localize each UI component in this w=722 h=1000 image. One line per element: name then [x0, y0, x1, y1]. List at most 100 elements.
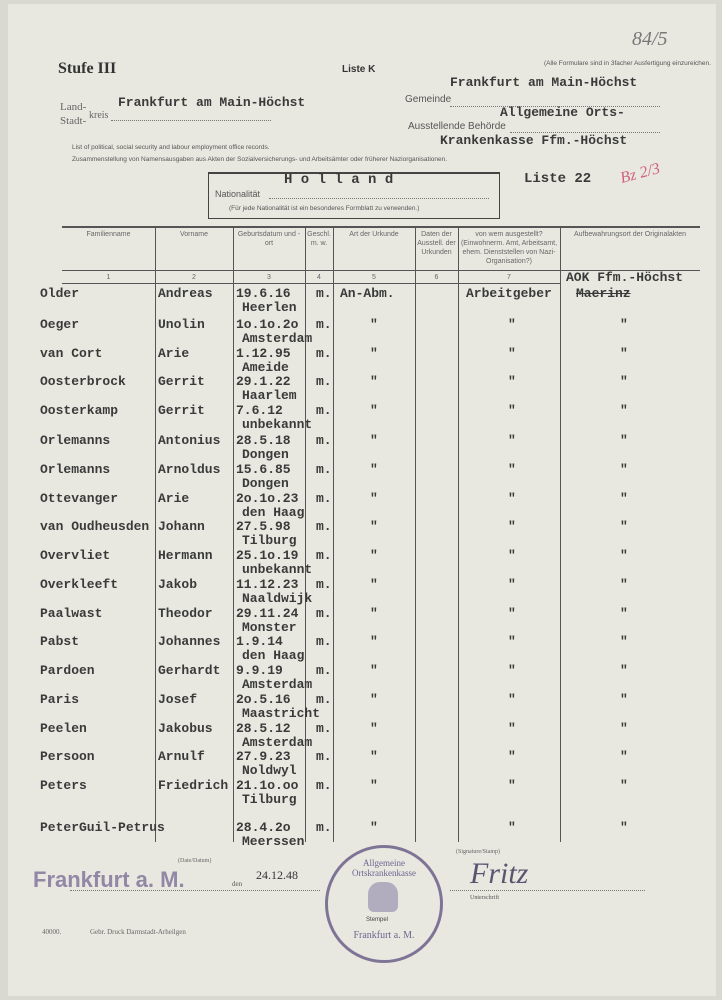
- storage-location: ": [620, 491, 628, 506]
- nationality-label: Nationalität: [215, 189, 261, 199]
- sex: m.: [316, 634, 332, 649]
- document-type: An-Abm.: [340, 286, 395, 301]
- family-name: Ottevanger: [40, 491, 119, 506]
- issuer: ": [508, 749, 516, 764]
- storage-location: ": [620, 606, 628, 621]
- document-type: ": [370, 548, 378, 563]
- signature: Fritz: [470, 857, 529, 890]
- date-value: 24.12.48: [256, 868, 298, 882]
- issuer: ": [508, 433, 516, 448]
- header-divider: [62, 270, 700, 271]
- column-number: 3: [267, 274, 271, 281]
- column-number: 1: [106, 274, 111, 281]
- sex: m.: [316, 721, 332, 736]
- liste-number: Liste 22: [524, 171, 592, 187]
- sex: m.: [316, 403, 332, 418]
- document-type: ": [370, 692, 378, 707]
- den-label: den: [232, 880, 243, 888]
- given-name: Gerrit: [158, 374, 205, 389]
- stamp-label: Stempel: [366, 917, 389, 923]
- birth-date: 21.1o.oo: [236, 778, 299, 793]
- storage-location: ": [620, 346, 628, 361]
- column-divider: [155, 226, 156, 842]
- birth-place: Monster: [242, 620, 297, 635]
- storage-location: ": [620, 820, 628, 835]
- issuer: ": [508, 317, 516, 332]
- storage-location: Maerinz: [576, 286, 631, 301]
- eagle-emblem: [368, 882, 398, 912]
- sex: m.: [316, 491, 332, 506]
- family-name: Paalwast: [40, 606, 103, 621]
- sex: m.: [316, 462, 332, 477]
- birth-date: 29.11.24: [236, 606, 299, 621]
- storage-location-header: AOK Ffm.-Höchst: [566, 270, 684, 285]
- issuer: ": [508, 548, 516, 563]
- birth-place: Dongen: [242, 476, 289, 491]
- family-name: Oosterbrock: [40, 374, 126, 389]
- stufe-label: Stufe III: [58, 60, 117, 77]
- document-type: ": [370, 519, 378, 534]
- kreis-label: kreis: [89, 110, 109, 121]
- archive-number: 84/5: [632, 28, 668, 50]
- family-name: Older: [40, 286, 80, 301]
- family-name: Paris: [40, 692, 80, 707]
- birth-place: Ameide: [242, 360, 289, 375]
- given-name: Theodor: [158, 606, 213, 621]
- sex: m.: [316, 346, 332, 361]
- german-title: Zusammenstellung von Namensausgaben aus …: [72, 156, 448, 163]
- sex: m.: [316, 749, 332, 764]
- document-type: ": [370, 317, 378, 332]
- birth-date: 7.6.12: [236, 403, 283, 418]
- birth-date: 28.4.2o: [236, 820, 291, 835]
- signature-label: (Signature/Stamp): [456, 849, 500, 855]
- place-stamp: Frankfurt a. M.: [33, 867, 185, 892]
- storage-location: ": [620, 548, 628, 563]
- birth-date: 15.6.85: [236, 462, 291, 477]
- birth-place: Heerlen: [242, 300, 297, 315]
- birth-date: 27.5.98: [236, 519, 291, 534]
- english-title: List of political, social security and l…: [72, 144, 270, 151]
- behoerde-value-1: Allgemeine Orts-: [500, 105, 625, 120]
- stamp-text-bottom: Frankfurt a. M.: [353, 930, 415, 941]
- document-type: ": [370, 403, 378, 418]
- birth-place: den Haag: [242, 505, 305, 520]
- family-name: Overvliet: [40, 548, 111, 563]
- birth-date: 11.12.23: [236, 577, 299, 592]
- given-name: Josef: [158, 692, 198, 707]
- given-name: Antonius: [158, 433, 221, 448]
- birth-date: 9.9.19: [236, 663, 283, 678]
- behoerde-value-2: Krankenkasse Ffm.-Höchst: [440, 133, 628, 148]
- issuer: ": [508, 820, 516, 835]
- issuer: ": [508, 663, 516, 678]
- birth-date: 29.1.22: [236, 374, 291, 389]
- birth-place: unbekannt: [242, 417, 313, 432]
- birth-date: 27.9.23: [236, 749, 291, 764]
- given-name: Arnulf: [158, 749, 205, 764]
- given-name: Johannes: [158, 634, 221, 649]
- column-header: Familienname: [86, 231, 131, 238]
- sex: m.: [316, 286, 332, 301]
- birth-date: 28.5.18: [236, 433, 291, 448]
- given-name: Jakobus: [158, 721, 213, 736]
- storage-location: ": [620, 634, 628, 649]
- birth-place: Tilburg: [242, 792, 297, 807]
- given-name: Arnoldus: [158, 462, 221, 477]
- document-type: ": [370, 577, 378, 592]
- family-name: Oosterkamp: [40, 403, 119, 418]
- document-type: ": [370, 606, 378, 621]
- sex: m.: [316, 820, 332, 835]
- family-name: Persoon: [40, 749, 95, 764]
- sex: m.: [316, 606, 332, 621]
- document-type: ": [370, 346, 378, 361]
- column-header: Vorname: [179, 231, 209, 238]
- birth-place: Amsterdam: [242, 677, 313, 692]
- birth-place: Amsterdam: [242, 735, 313, 750]
- birth-date: 1o.1o.2o: [236, 317, 299, 332]
- storage-location: ": [620, 519, 628, 534]
- issuer: ": [508, 778, 516, 793]
- birth-place: Naaldwijk: [242, 591, 313, 606]
- family-name: Pabst: [40, 634, 80, 649]
- given-name: Gerhardt: [158, 663, 221, 678]
- issuer: ": [508, 374, 516, 389]
- storage-location: ": [620, 778, 628, 793]
